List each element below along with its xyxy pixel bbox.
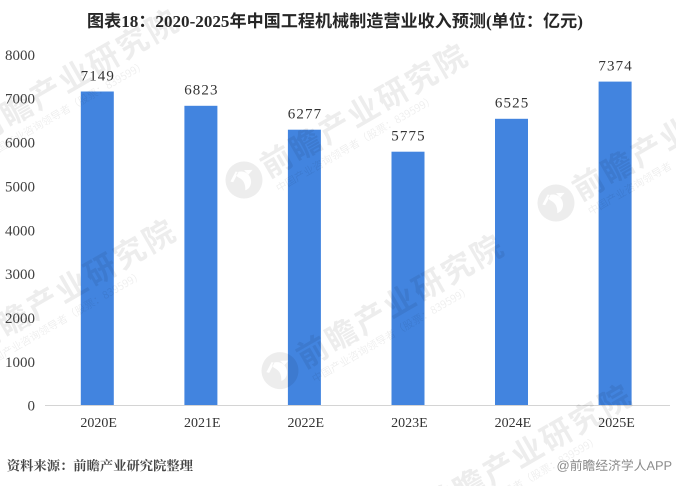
svg-text:0: 0 [28,399,36,415]
svg-text:6277: 6277 [288,107,322,123]
svg-text:2025E: 2025E [598,416,635,431]
svg-text:2020-2025: 2020-2025 [155,12,229,31]
svg-text:2021E: 2021E [184,416,221,431]
svg-text:2024E: 2024E [495,416,532,431]
svg-text:7000: 7000 [5,92,35,108]
svg-text:2000: 2000 [5,311,35,327]
svg-text:7149: 7149 [81,68,115,84]
svg-text:2023E: 2023E [391,416,428,431]
svg-text:1000: 1000 [5,355,35,371]
svg-text:6823: 6823 [184,83,218,99]
svg-text:6000: 6000 [5,136,35,152]
svg-text:18: 18 [121,12,138,31]
svg-text:7374: 7374 [598,58,632,74]
svg-text:5775: 5775 [391,129,425,145]
svg-text:4000: 4000 [5,223,35,239]
svg-text:): ) [577,12,583,31]
svg-text:(: ( [486,12,492,31]
svg-text:5000: 5000 [5,179,35,195]
svg-text:2022E: 2022E [288,416,325,431]
svg-text:2020E: 2020E [80,416,117,431]
svg-text:6525: 6525 [495,96,529,112]
svg-text:8000: 8000 [5,48,35,64]
svg-text:3000: 3000 [5,267,35,283]
